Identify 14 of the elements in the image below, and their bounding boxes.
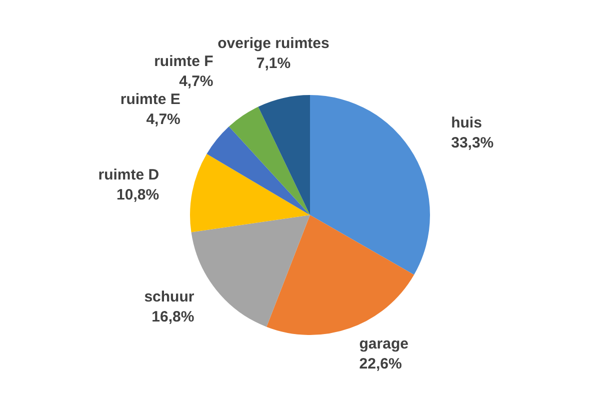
data-label: 4,7% [146, 110, 180, 128]
data-label: 22,6% [359, 356, 402, 373]
slice-label: garage [359, 336, 408, 353]
slice-label: huis [451, 114, 482, 132]
data-label: 7,1% [256, 55, 291, 72]
data-label: 4,7% [179, 72, 214, 90]
slice-label: ruimte F [154, 52, 214, 70]
slice-label: overige ruimtes [218, 35, 330, 52]
slice-label: ruimte D [98, 166, 160, 184]
slice-label: ruimte E [120, 90, 180, 108]
data-label: 33,3% [451, 134, 494, 152]
slice-label: schuur [144, 288, 194, 306]
data-label: 10,8% [116, 186, 160, 204]
data-label: 16,8% [152, 308, 194, 326]
